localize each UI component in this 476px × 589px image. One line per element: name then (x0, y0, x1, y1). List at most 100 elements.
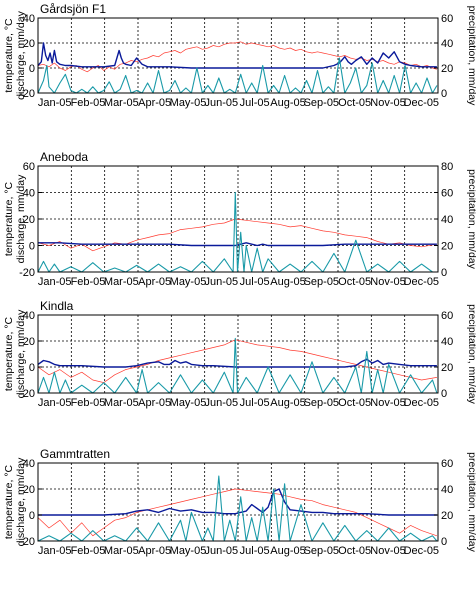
right-tick-label: 60 (441, 188, 453, 200)
x-tick-label: Sep-05 (304, 97, 339, 109)
x-tick-label: Feb-05 (71, 545, 106, 557)
right-axis-label: precipitation, mm/day (466, 452, 476, 553)
right-tick-label: 40 (441, 484, 453, 496)
x-tick-label: Apr-05 (138, 97, 171, 109)
chart-title: Gammtratten (40, 447, 110, 461)
left-tick-label: 0 (29, 241, 35, 253)
left-tick-label: -20 (19, 388, 35, 400)
x-tick-label: May-05 (170, 97, 207, 109)
x-tick-label: Dec-05 (404, 397, 439, 409)
right-tick-label: 0 (441, 388, 447, 400)
right-tick-label: 40 (441, 336, 453, 348)
x-tick-label: Jan-05 (38, 397, 72, 409)
x-tick-label: Nov-05 (370, 276, 405, 288)
right-axis-label: precipitation, mm/day (466, 6, 476, 107)
left-tick-label: 60 (23, 161, 35, 173)
x-tick-label: Feb-05 (71, 97, 106, 109)
left-tick-label: 0 (29, 510, 35, 522)
right-tick-label: 20 (441, 241, 453, 253)
right-axis-label: precipitation, mm/day (466, 169, 476, 270)
left-tick-label: 20 (23, 214, 35, 226)
left-tick-label: 0 (29, 63, 35, 75)
x-tick-label: Oct-05 (338, 97, 371, 109)
right-tick-label: 40 (441, 214, 453, 226)
x-tick-label: Dec-05 (404, 545, 439, 557)
x-tick-label: Aug-05 (270, 545, 305, 557)
left-tick-label: 0 (29, 362, 35, 374)
right-tick-label: 60 (441, 13, 453, 25)
plot-frame (37, 17, 439, 94)
left-tick-label: -20 (19, 267, 35, 279)
x-tick-label: Jul-05 (240, 397, 270, 409)
x-tick-label: Jun-05 (205, 276, 239, 288)
x-tick-label: Feb-05 (71, 397, 106, 409)
x-tick-label: Dec-05 (404, 276, 439, 288)
left-tick-label: -20 (19, 88, 35, 100)
x-tick-label: Jan-05 (38, 276, 72, 288)
discharge-series-line (37, 358, 437, 368)
plot-frame (37, 314, 439, 394)
right-tick-label: 80 (441, 161, 453, 173)
temperature-series-line (37, 218, 437, 252)
x-tick-label: Oct-05 (338, 397, 371, 409)
left-axis-label: discharge, mm/day (15, 457, 27, 546)
x-tick-label: Apr-05 (138, 276, 171, 288)
discharge-series-line (38, 488, 437, 516)
left-tick-label: 20 (23, 336, 35, 348)
left-tick-label: 20 (23, 38, 35, 50)
x-tick-label: Sep-05 (304, 276, 339, 288)
discharge-series-line (38, 242, 437, 247)
left-tick-label: 40 (23, 188, 35, 200)
left-axis-label: discharge, mm/day (15, 174, 27, 263)
x-tick-label: Sep-05 (304, 397, 339, 409)
x-tick-label: Jun-05 (205, 545, 239, 557)
x-tick-label: Jul-05 (240, 545, 270, 557)
precipitation-series-line (37, 475, 438, 542)
precipitation-series-line (37, 337, 438, 394)
right-tick-label: 60 (441, 458, 453, 470)
right-tick-label: 40 (441, 38, 453, 50)
right-axis-label: precipitation, mm/day (466, 304, 476, 405)
left-tick-label: 40 (23, 458, 35, 470)
x-tick-label: Aug-05 (270, 276, 305, 288)
x-tick-label: Sep-05 (304, 545, 339, 557)
left-tick-label: -20 (19, 536, 35, 548)
right-tick-label: 20 (441, 362, 453, 374)
left-axis-label: temperature, °C (3, 464, 15, 539)
x-tick-label: Nov-05 (370, 97, 405, 109)
x-tick-label: Jun-05 (205, 397, 239, 409)
right-tick-label: 60 (441, 310, 453, 322)
x-tick-label: May-05 (170, 397, 207, 409)
x-tick-label: Jul-05 (240, 276, 270, 288)
x-tick-label: Dec-05 (404, 97, 439, 109)
x-tick-label: Apr-05 (138, 397, 171, 409)
left-axis-label: discharge, mm/day (15, 309, 27, 398)
right-tick-label: 0 (441, 267, 447, 279)
precipitation-series-line (37, 191, 437, 273)
left-axis-label: temperature, °C (3, 316, 15, 391)
plot-frame (37, 462, 439, 542)
x-tick-label: Mar-05 (104, 545, 139, 557)
chart-title: Aneboda (40, 150, 88, 164)
left-axis-label: temperature, °C (3, 181, 15, 256)
right-tick-label: 20 (441, 510, 453, 522)
x-tick-label: May-05 (170, 545, 207, 557)
x-tick-label: Mar-05 (104, 97, 139, 109)
chart-title: Gårdsjön F1 (40, 2, 106, 16)
x-tick-label: Apr-05 (138, 545, 171, 557)
discharge-series-line (37, 42, 437, 69)
x-tick-label: May-05 (170, 276, 207, 288)
right-tick-label: 0 (441, 88, 447, 100)
x-tick-label: Feb-05 (71, 276, 106, 288)
right-tick-label: 20 (441, 63, 453, 75)
x-tick-label: Aug-05 (270, 97, 305, 109)
x-tick-label: Jun-05 (205, 97, 239, 109)
chart-title: Kindla (40, 299, 74, 313)
chart-panel: Aneboda -20 0 20 40 60 0 20 40 60 80 Jan-05 Feb-05 Ma… (3, 150, 476, 288)
left-tick-label: 40 (23, 13, 35, 25)
x-tick-label: Jan-05 (38, 97, 72, 109)
